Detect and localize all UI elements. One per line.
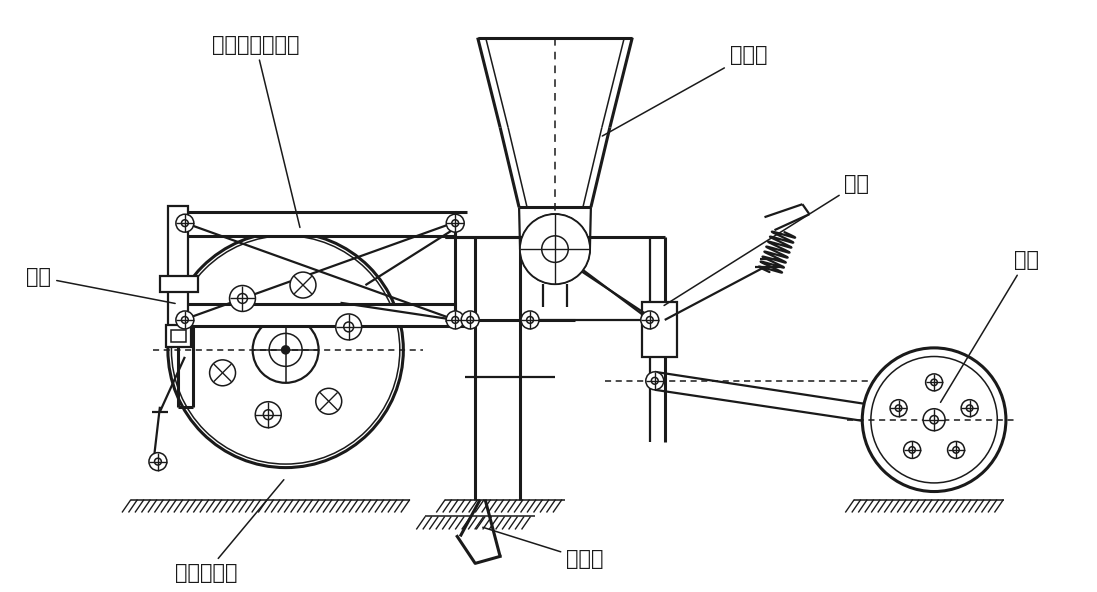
Circle shape [466, 317, 474, 323]
Circle shape [316, 388, 342, 414]
Circle shape [520, 214, 590, 284]
Text: 镇压: 镇压 [940, 250, 1039, 403]
Bar [173, 304, 455, 326]
Circle shape [961, 400, 979, 417]
Circle shape [909, 447, 915, 453]
Bar [171, 330, 185, 342]
Circle shape [542, 236, 568, 262]
Circle shape [336, 314, 362, 340]
Circle shape [168, 232, 404, 468]
Circle shape [446, 311, 464, 329]
Circle shape [646, 372, 664, 390]
Circle shape [895, 405, 902, 411]
Text: 排种器: 排种器 [602, 44, 767, 136]
Circle shape [904, 442, 920, 458]
Circle shape [520, 214, 590, 284]
Circle shape [252, 317, 318, 383]
Circle shape [181, 317, 189, 323]
Circle shape [155, 458, 161, 465]
Circle shape [652, 377, 658, 384]
Circle shape [930, 416, 938, 424]
Circle shape [446, 214, 464, 232]
Circle shape [461, 311, 479, 329]
Circle shape [966, 405, 973, 411]
Circle shape [176, 214, 194, 232]
Circle shape [229, 285, 256, 311]
Text: 主梁: 主梁 [26, 267, 176, 304]
Circle shape [290, 272, 316, 298]
Circle shape [343, 322, 353, 332]
Circle shape [862, 348, 1006, 491]
Circle shape [269, 333, 302, 366]
Circle shape [256, 402, 281, 427]
Circle shape [452, 317, 459, 323]
Circle shape [263, 410, 273, 420]
Circle shape [948, 442, 964, 458]
Circle shape [452, 220, 459, 227]
Text: 驱动仿形轮: 驱动仿形轮 [174, 480, 284, 583]
Text: 开沟器: 开沟器 [483, 527, 603, 570]
Text: 平行四连杆机构: 平行四连杆机构 [212, 34, 299, 227]
Circle shape [923, 408, 946, 431]
Circle shape [641, 311, 658, 329]
Bar [642, 302, 677, 357]
Circle shape [521, 311, 539, 329]
Circle shape [176, 311, 194, 329]
Bar [173, 212, 455, 236]
Circle shape [181, 220, 189, 227]
Circle shape [931, 379, 937, 385]
Circle shape [527, 317, 533, 323]
Circle shape [282, 346, 290, 354]
Circle shape [210, 360, 236, 386]
Bar [168, 206, 188, 326]
Circle shape [646, 317, 653, 323]
Circle shape [890, 400, 907, 417]
Circle shape [149, 453, 167, 471]
Circle shape [926, 374, 942, 391]
Bar [160, 276, 197, 292]
Circle shape [953, 447, 959, 453]
Circle shape [238, 294, 248, 303]
Text: 机架: 机架 [664, 174, 869, 305]
Bar [166, 325, 191, 347]
